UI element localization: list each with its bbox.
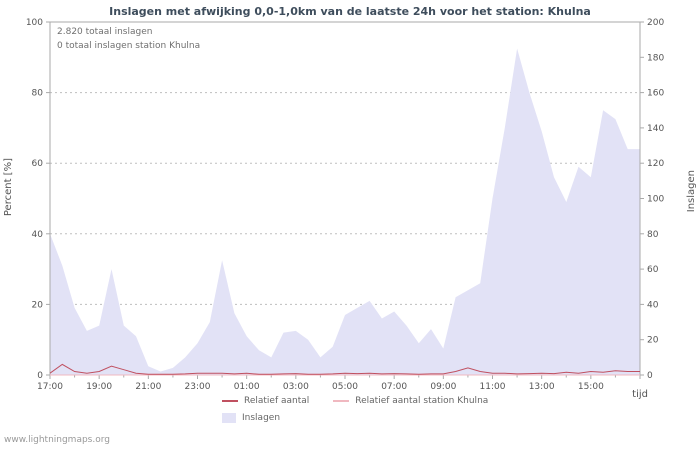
y-right-tick-label: 0 [647,371,653,381]
chart-title: Inslagen met afwijking 0,0-1,0km van de … [109,5,591,18]
x-tick-label: 09:00 [430,382,456,392]
legend-row: Relatief aantal Relatief aantal station … [222,392,488,409]
y-right-tick-label: 100 [647,195,664,205]
y-left-tick-label: 80 [32,89,44,99]
x-tick-label: 13:00 [529,382,555,392]
x-tick-label: 15:00 [578,382,604,392]
series-area-inslagen [50,48,640,375]
y-left-tick-label: 100 [26,18,43,28]
x-tick-label: 23:00 [185,382,211,392]
y-axis-label-left: Percent [%] [3,158,14,217]
y-axis-label-right: Inslagen [686,170,697,213]
y-right-tick-label: 20 [647,336,659,346]
y-left-tick-label: 0 [37,371,43,381]
x-tick-label: 11:00 [480,382,506,392]
x-tick-label: 01:00 [234,382,260,392]
y-right-tick-label: 180 [647,53,664,63]
y-left-tick-label: 60 [32,159,44,169]
legend-label-station: Relatief aantal station Khulna [355,395,489,406]
x-tick-label: 07:00 [381,382,407,392]
x-tick-label: 05:00 [332,382,358,392]
series-line-relatief [49,363,640,375]
legend-line-sample-station [333,399,350,402]
legend: Relatief aantal Relatief aantal station … [222,392,488,426]
x-tick-label: 03:00 [283,382,309,392]
legend-item-relatief-aantal: Relatief aantal [222,396,309,406]
y-right-tick-label: 160 [647,89,664,99]
x-tick-label: 19:00 [86,382,112,392]
y-right-tick-label: 80 [647,230,659,240]
legend-line-sample-relatief [222,399,238,402]
y-right-tick-label: 60 [647,265,659,275]
legend-item-inslagen: Inslagen [222,412,281,423]
y-left-tick-label: 40 [32,230,44,240]
station-strikes-annotation: 0 totaal inslagen station Khulna [57,41,201,51]
y-right-tick-label: 200 [647,18,664,28]
legend-label-inslagen: Inslagen [242,412,281,423]
x-axis-label: tijd [632,389,648,400]
legend-row: Inslagen [222,409,488,426]
y-left-tick-label: 20 [32,300,44,310]
legend-area-sample-inslagen [222,412,236,423]
legend-item-relatief-station: Relatief aantal station Khulna [333,396,488,406]
y-right-tick-label: 140 [647,124,664,134]
legend-label-relatief: Relatief aantal [244,395,310,406]
y-right-tick-label: 40 [647,300,659,310]
y-right-tick-label: 120 [647,159,664,169]
total-strikes-annotation: 2.820 totaal inslagen [57,27,153,37]
watermark: www.lightningmaps.org [4,435,110,445]
x-tick-label: 17:00 [37,382,63,392]
x-tick-label: 21:00 [135,382,161,392]
